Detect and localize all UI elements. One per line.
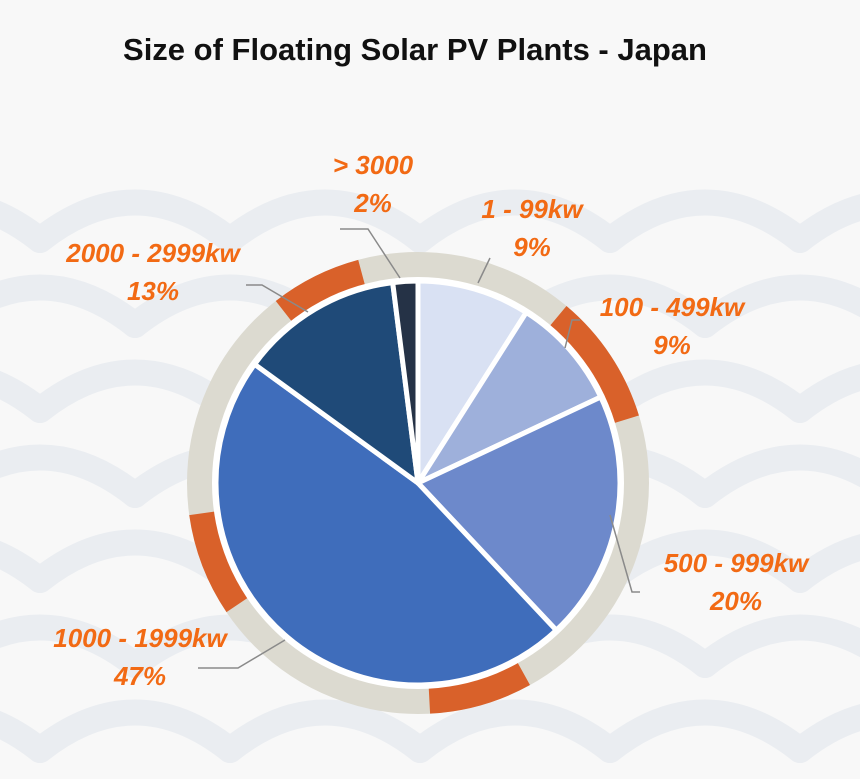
leader-line bbox=[477, 257, 491, 284]
pie-slice-0 bbox=[415, 278, 529, 486]
wave-arc bbox=[0, 201, 53, 253]
leader-lines bbox=[198, 228, 640, 669]
leader-line bbox=[340, 228, 401, 279]
slice-label-percent: 47% bbox=[113, 661, 166, 691]
leader-line bbox=[198, 639, 286, 669]
slice-label-category: > 3000 bbox=[333, 150, 414, 180]
slice-label-percent: 13% bbox=[127, 276, 179, 306]
wave-arc bbox=[692, 274, 860, 338]
pie-slice-5 bbox=[390, 278, 421, 486]
slice-label-category: 500 - 999kw bbox=[664, 548, 810, 578]
pie-slice-1 bbox=[415, 309, 604, 486]
pie-slice-4 bbox=[252, 280, 421, 486]
leader-line bbox=[609, 514, 640, 593]
wave-arc bbox=[217, 189, 433, 253]
wave-arc bbox=[787, 534, 860, 593]
pie-slices bbox=[213, 278, 623, 688]
ring-accent-segment bbox=[189, 511, 249, 613]
wave-arc bbox=[27, 699, 243, 763]
wave-arc bbox=[407, 189, 623, 253]
wave-arc bbox=[597, 699, 813, 763]
leader-line bbox=[246, 284, 309, 313]
wave-arc bbox=[692, 614, 860, 678]
slice-labels: 1 - 99kw 9% 100 - 499kw 9% 500 - 999kw 20% 100… bbox=[53, 150, 810, 691]
pie-slice-3 bbox=[213, 361, 559, 688]
wave-arc bbox=[597, 189, 813, 253]
wave-arc bbox=[0, 371, 53, 423]
slice-label-category: 1 - 99kw bbox=[481, 194, 584, 224]
slice-label-category: 100 - 499kw bbox=[600, 292, 746, 322]
wave-arc bbox=[787, 194, 860, 253]
wave-arc bbox=[0, 541, 53, 593]
chart-title: Size of Floating Solar PV Plants - Japan bbox=[123, 32, 707, 67]
wave-arc bbox=[692, 444, 860, 508]
slice-label-percent: 2% bbox=[353, 188, 392, 218]
wave-arc bbox=[0, 614, 148, 678]
wave-arc bbox=[217, 699, 433, 763]
slice-label-percent: 20% bbox=[709, 586, 762, 616]
wave-arc bbox=[597, 359, 813, 423]
ring-accent-segment bbox=[428, 662, 530, 714]
ring-accent-segment bbox=[549, 306, 639, 424]
wave-arc bbox=[27, 189, 243, 253]
wave-arc bbox=[407, 699, 623, 763]
wave-arc bbox=[0, 711, 53, 763]
slice-label-percent: 9% bbox=[513, 232, 551, 262]
wave-arc bbox=[787, 364, 860, 423]
wave-arc bbox=[787, 704, 860, 763]
leader-line bbox=[564, 319, 580, 349]
ring-band bbox=[187, 252, 649, 714]
wave-arc bbox=[0, 274, 148, 338]
wave-arc bbox=[0, 444, 148, 508]
pie-slice-2 bbox=[415, 394, 623, 633]
slice-label-percent: 9% bbox=[653, 330, 691, 360]
slice-label-category: 2000 - 2999kw bbox=[65, 238, 241, 268]
slice-label-category: 1000 - 1999kw bbox=[53, 623, 228, 653]
